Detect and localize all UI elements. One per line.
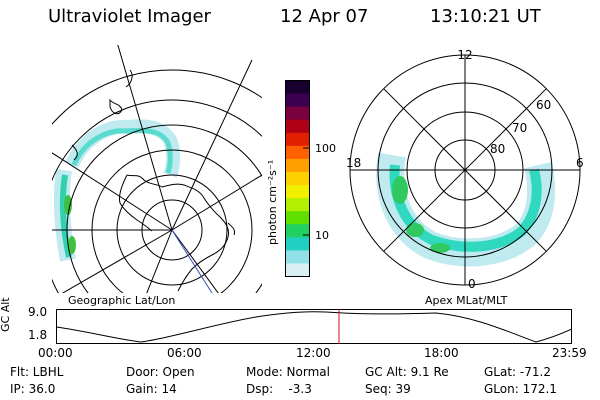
mode-info: Mode: Normal <box>246 365 330 379</box>
aurora-oval <box>376 152 556 267</box>
gc-alt-info: GC Alt: 9.1 Re <box>365 365 449 379</box>
altitude-axis-label: GC Alt <box>0 297 12 332</box>
colorbar-tick-10: 10 <box>315 229 329 242</box>
colorbar-band <box>285 80 310 95</box>
colorbar-band <box>285 132 310 147</box>
colorbar-band <box>285 106 310 121</box>
colorbar-band <box>285 237 310 251</box>
altitude-plot <box>56 309 572 344</box>
seq-info: Seq: 39 <box>365 382 411 396</box>
time-tick-1200: 12:00 <box>296 346 331 360</box>
glon-info: GLon: 172.1 <box>484 382 557 396</box>
gain-info: Gain: 14 <box>126 382 177 396</box>
mlt-label-18: 18 <box>346 156 361 170</box>
colorbar-band <box>285 158 310 173</box>
altitude-tick-high: 9.0 <box>28 305 48 319</box>
colorbar-band <box>285 145 310 160</box>
colorbar-band <box>285 93 310 108</box>
geographic-panel-label: Geographic Lat/Lon <box>68 294 176 307</box>
colorbar-band <box>285 185 310 199</box>
colorbar-band <box>285 211 310 225</box>
lat-label-60: 60 <box>536 98 551 112</box>
time-tick-1800: 18:00 <box>424 346 459 360</box>
filter-info: Flt: LBHL <box>10 365 64 379</box>
time-tick-0600: 06:00 <box>167 346 202 360</box>
apex-panel-label: Apex MLat/MLT <box>425 294 508 307</box>
colorbar-band <box>285 119 310 134</box>
date-label: 12 Apr 07 <box>280 6 369 27</box>
lat-label-70: 70 <box>512 121 527 135</box>
time-tick-0000: 00:00 <box>38 346 73 360</box>
mlt-label-6: 6 <box>576 156 584 170</box>
colorbar-band <box>285 263 310 277</box>
glat-info: GLat: -71.2 <box>484 365 551 379</box>
colorbar-tick-100: 100 <box>315 142 336 155</box>
colorbar-band <box>285 198 310 212</box>
colorbar-band <box>285 250 310 264</box>
lat-label-80: 80 <box>490 142 505 156</box>
page-title: Ultraviolet Imager <box>48 6 211 27</box>
mlt-label-0: 0 <box>468 277 476 291</box>
time-tick-2359: 23:59 <box>552 346 587 360</box>
geographic-map-panel <box>52 45 262 293</box>
altitude-tick-low: 1.8 <box>28 328 48 342</box>
mlt-label-12: 12 <box>457 48 472 62</box>
ip-info: IP: 36.0 <box>10 382 56 396</box>
colorbar-band <box>285 224 310 238</box>
colorbar-band <box>285 171 310 186</box>
door-info: Door: Open <box>126 365 195 379</box>
colorbar-unit-label: photon cm⁻²s⁻¹ <box>266 159 279 245</box>
dsp-info: Dsp: -3.3 <box>246 382 312 396</box>
apex-polar-panel: 12 18 6 0 60 70 80 <box>346 48 584 291</box>
time-label: 13:10:21 UT <box>430 6 541 27</box>
colorbar <box>285 80 310 277</box>
